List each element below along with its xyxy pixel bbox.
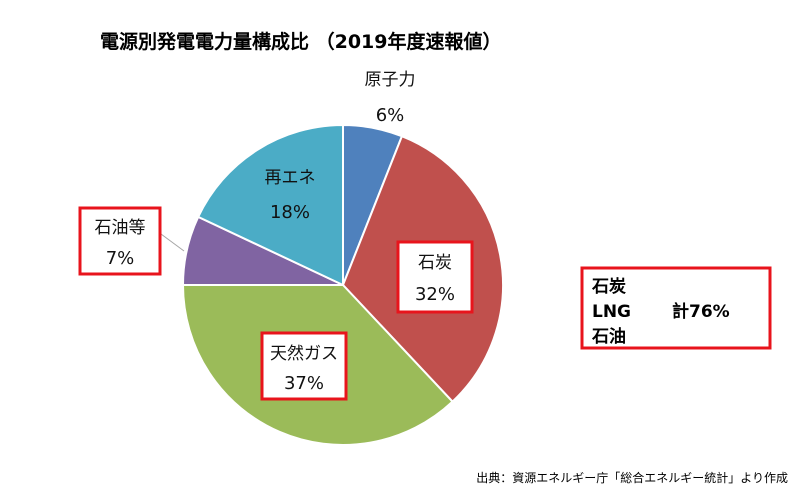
slice-label-oil: 石油等 <box>95 218 146 238</box>
source-note: 出典：資源エネルギー庁「総合エネルギー統計」より作成 <box>476 470 788 485</box>
slice-value-lng: 37% <box>284 373 324 394</box>
slice-label-nuclear: 原子力 <box>365 70 416 90</box>
summary-line-oil: 石油 <box>591 326 626 347</box>
slice-value-coal: 32% <box>415 284 455 305</box>
slice-label-coal: 石炭 <box>418 253 452 273</box>
leader-line <box>160 233 185 252</box>
slice-renewables <box>196 123 344 287</box>
slice-label-renewables: 再エネ <box>265 168 316 188</box>
chart-title: 電源別発電電力量構成比 （2019年度速報値） <box>100 30 502 53</box>
oil-label-box <box>78 206 162 276</box>
lng-label-box <box>260 331 348 401</box>
coal-label-box <box>396 240 474 314</box>
summary-line-coal: 石炭 <box>591 276 626 297</box>
slice-value-nuclear: 6% <box>376 105 405 126</box>
summary-total: 計76% <box>672 301 730 322</box>
slice-label-lng: 天然ガス <box>270 344 338 364</box>
summary-line-lng: LNG <box>592 302 631 322</box>
slice-value-renewables: 18% <box>270 202 310 223</box>
slice-value-oil: 7% <box>106 248 135 269</box>
summary-box <box>580 266 772 350</box>
